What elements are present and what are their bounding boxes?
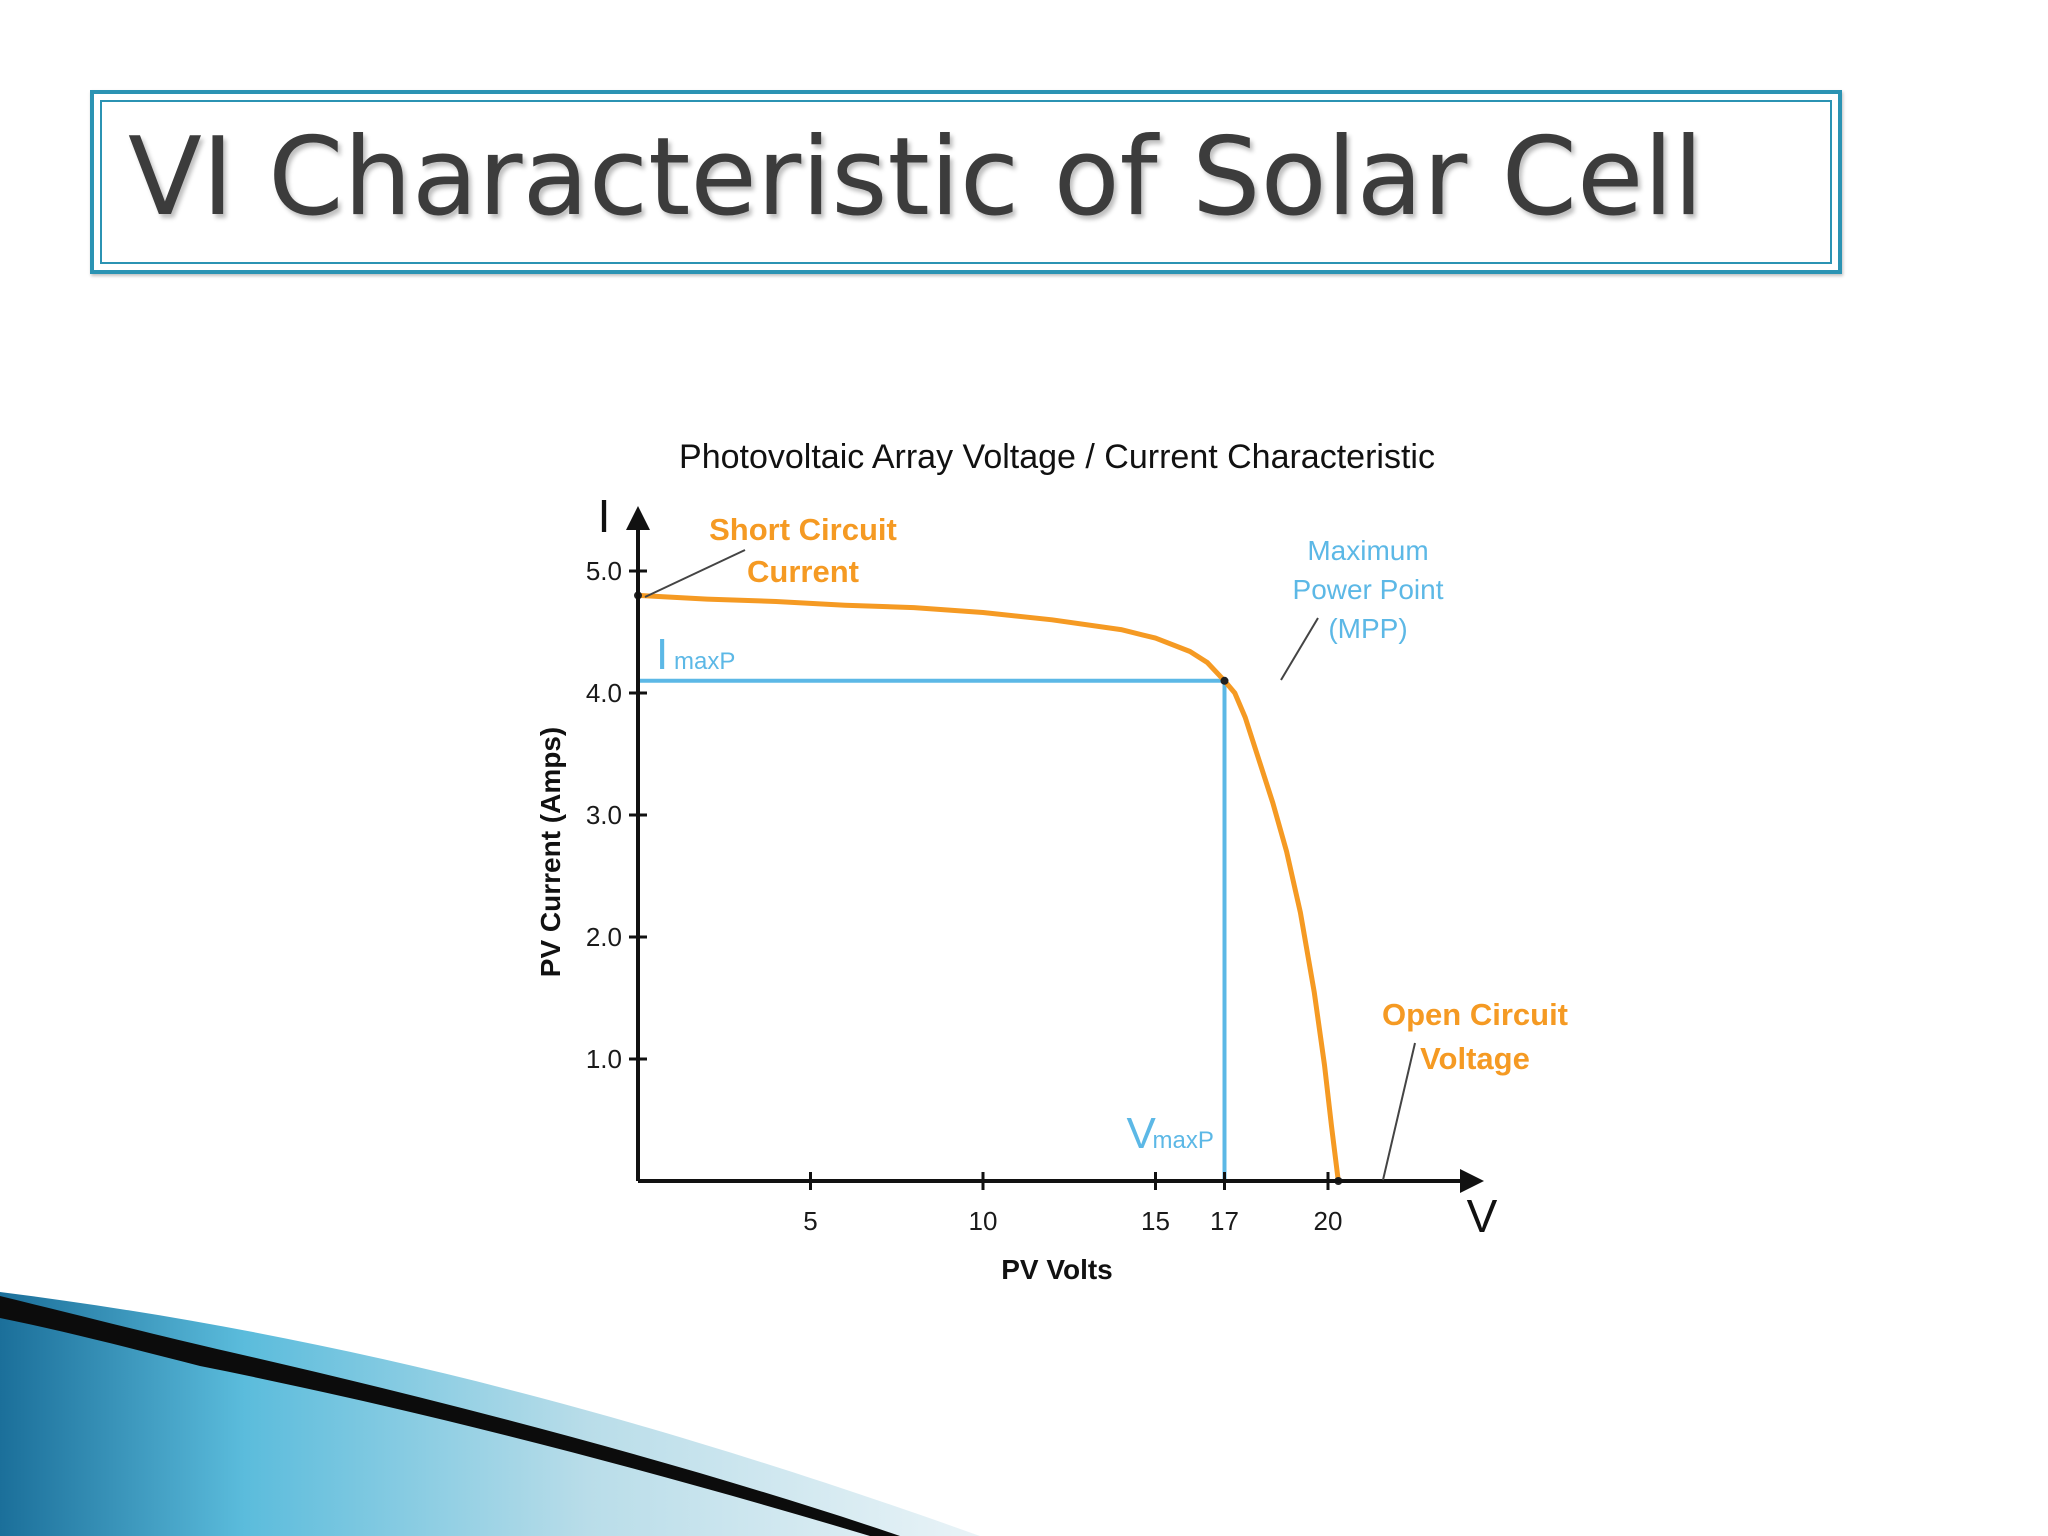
x-tick-label: 5 [803, 1206, 817, 1236]
x-ticks: 5 10 15 17 20 [803, 1172, 1342, 1236]
imaxp-label-sub: maxP [674, 648, 735, 675]
vmaxp-label-sub: maxP [1153, 1127, 1214, 1154]
open-circuit-pointer [1382, 1042, 1416, 1181]
imaxp-label-main: I [656, 630, 668, 679]
x-tick-label: 15 [1141, 1206, 1170, 1236]
y-tick-label: 4.0 [586, 678, 622, 708]
y-tick-label: 2.0 [586, 922, 622, 952]
y-axis-label: PV Current (Amps) [535, 727, 566, 977]
title-inner-border [100, 100, 1832, 264]
y-tick-label: 1.0 [586, 1044, 622, 1074]
vmaxp-label: V maxP [1127, 1109, 1214, 1158]
x-tick-label: 17 [1210, 1206, 1239, 1236]
mpp-point [1220, 676, 1229, 685]
mpp-pointer [1280, 617, 1319, 681]
mpp-label-line3: (MPP) [1328, 613, 1407, 644]
open-circuit-annotation: Open Circuit Voltage [1382, 997, 1568, 1181]
iv-curve [637, 592, 1341, 1182]
short-circuit-pointer [644, 549, 746, 598]
x-axis-letter-v: V [1467, 1190, 1498, 1242]
axes-layer [626, 506, 1484, 1193]
open-circuit-label-line1: Open Circuit [1382, 997, 1568, 1032]
slide-title: VI Characteristic of Solar Cell [128, 115, 1704, 240]
short-circuit-label-line2: Current [747, 554, 859, 589]
chart-title: Photovoltaic Array Voltage / Current Cha… [679, 438, 1435, 476]
vmaxp-label-main: V [1127, 1109, 1157, 1158]
short-circuit-label-line1: Short Circuit [709, 512, 897, 547]
x-axis-label: PV Volts [1001, 1254, 1113, 1285]
mpp-label-line1: Maximum [1307, 535, 1428, 566]
mpp-label-line2: Power Point [1293, 574, 1444, 605]
short-circuit-annotation: Short Circuit Current [644, 512, 897, 598]
y-ticks: 1.0 2.0 3.0 4.0 5.0 [586, 556, 647, 1074]
imaxp-label: I maxP [656, 630, 735, 679]
y-tick-label: 3.0 [586, 800, 622, 830]
x-tick-label: 10 [969, 1206, 998, 1236]
mpp-annotation: Maximum Power Point (MPP) [1280, 535, 1444, 681]
y-axis-letter-i: I [598, 490, 611, 542]
y-tick-label: 5.0 [586, 556, 622, 586]
x-tick-label: 20 [1314, 1206, 1343, 1236]
open-circuit-label-line2: Voltage [1420, 1041, 1530, 1076]
mpp-lines [638, 678, 1227, 1181]
title-frame: VI Characteristic of Solar Cell [90, 90, 1842, 274]
